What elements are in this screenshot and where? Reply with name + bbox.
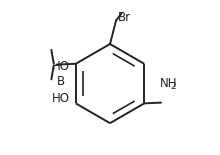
- Text: HO: HO: [51, 60, 69, 73]
- Text: B: B: [57, 75, 65, 88]
- Text: HO: HO: [51, 92, 69, 105]
- Text: NH: NH: [160, 77, 177, 90]
- Text: Br: Br: [118, 11, 132, 24]
- Text: 2: 2: [170, 82, 176, 91]
